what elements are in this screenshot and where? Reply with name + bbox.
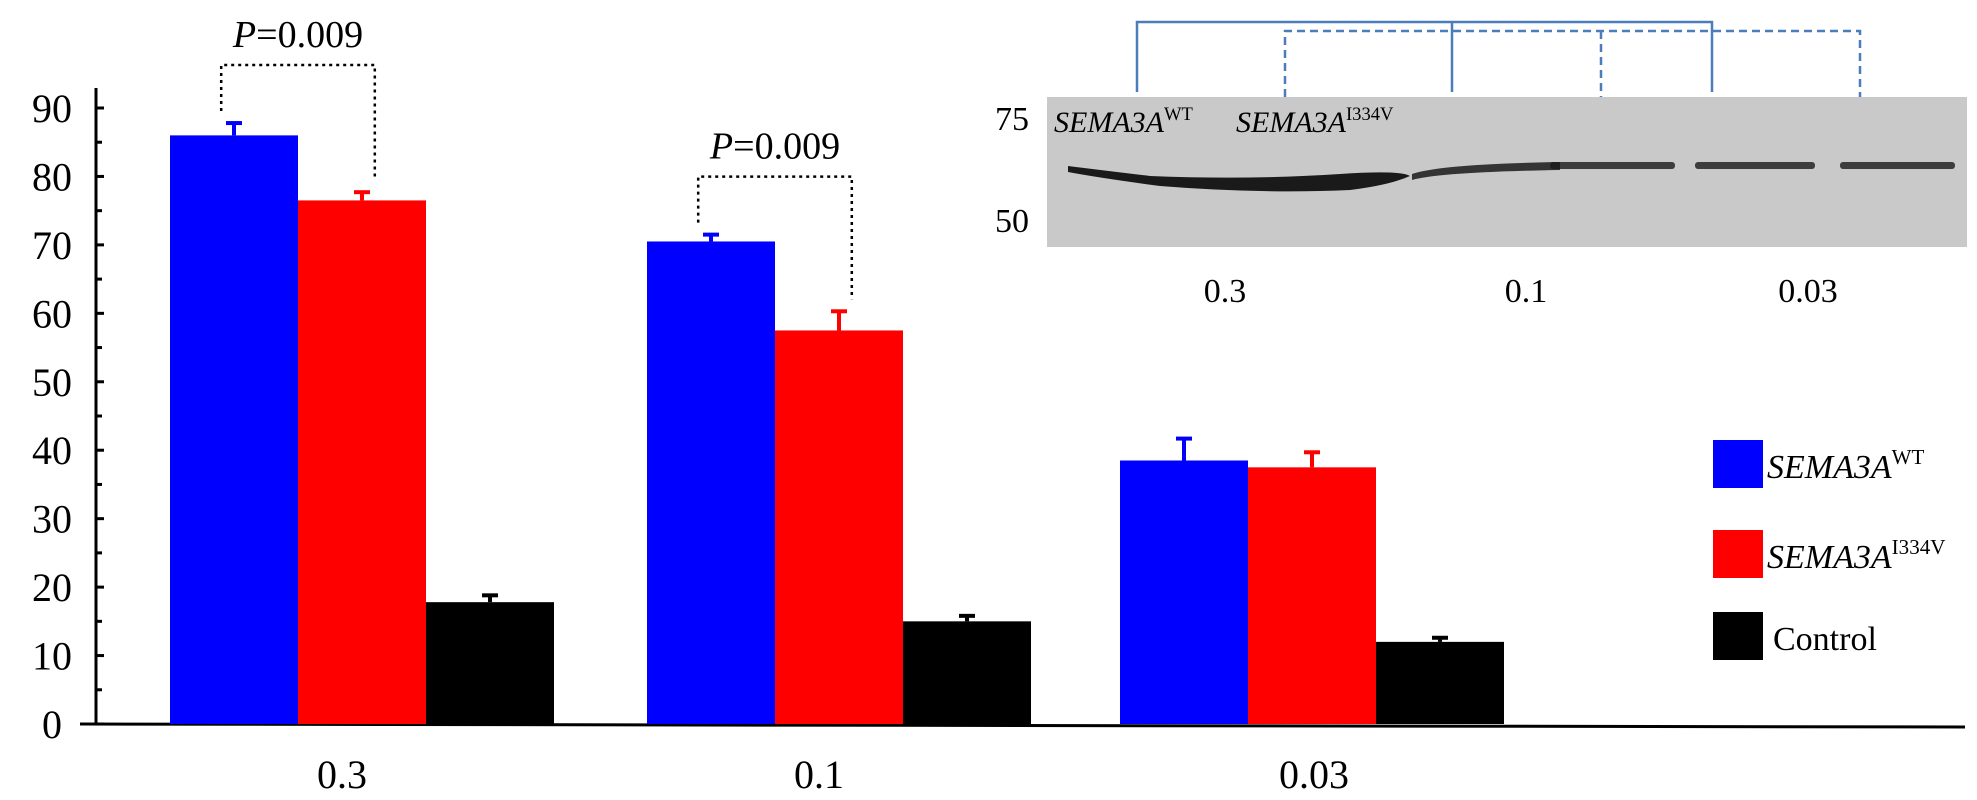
lane-gene-mut: SEMA3A <box>1236 106 1347 139</box>
y-tick-label: 0 <box>42 702 62 747</box>
p-symbol: P <box>232 14 256 56</box>
y-tick-label: 50 <box>32 360 72 405</box>
bar-wt-0.03 <box>1120 460 1248 724</box>
lane-variant-mut: I334V <box>1346 104 1394 125</box>
mw-marker-50: 50 <box>995 203 1029 240</box>
bar-control-0.03 <box>1376 641 1504 724</box>
legend-gene: SEMA3A <box>1767 449 1892 486</box>
x-category-label: 0.03 <box>1279 752 1349 797</box>
lane-label-mutant: SEMA3AI334V <box>1236 104 1394 139</box>
y-tick-label: 30 <box>32 497 72 542</box>
x-axis-line <box>79 722 1966 729</box>
y-tick-label: 40 <box>32 428 72 473</box>
bar-control-0.3 <box>426 602 554 724</box>
bar-wt-0.1 <box>647 241 775 724</box>
legend-swatch-control <box>1713 612 1763 660</box>
bar-mutant-0.3 <box>298 200 426 724</box>
bars <box>170 121 1504 724</box>
bar-wt-0.3 <box>170 135 298 724</box>
y-tick-label: 90 <box>32 86 72 131</box>
legend-entry-mutant: SEMA3AI334V <box>1767 535 1946 576</box>
legend-swatch-mutant <box>1713 530 1763 578</box>
p-symbol: P <box>709 126 733 168</box>
mw-marker-75: 75 <box>995 101 1029 138</box>
mutant-lane-bracket <box>1283 29 1862 97</box>
legend-swatch-wt <box>1713 440 1763 488</box>
axes: 0 10 20 30 40 50 60 70 80 90 0.3 0.1 0.03 <box>32 86 1966 797</box>
p-value: =0.009 <box>733 126 840 168</box>
blot-band <box>1695 162 1815 169</box>
y-tick-label: 70 <box>32 223 72 268</box>
y-tick-label: 80 <box>32 154 72 199</box>
blot-band-03 <box>1068 166 1410 192</box>
y-tick-label: 60 <box>32 291 72 336</box>
legend-label: Control <box>1773 621 1877 658</box>
blot-image <box>1047 97 1967 247</box>
p-value-label: P=0.009 <box>709 126 840 168</box>
y-tick-label: 10 <box>32 634 72 679</box>
legend-entry-control: Control <box>1773 621 1877 658</box>
lane-label-wt: SEMA3AWT <box>1054 104 1194 139</box>
significance-bracket <box>696 175 854 300</box>
legend-gene: SEMA3A <box>1767 539 1892 576</box>
significance-bracket <box>219 63 377 181</box>
bar-mutant-0.1 <box>775 330 903 724</box>
lane-variant-wt: WT <box>1164 104 1194 125</box>
x-category-label: 0.1 <box>794 752 844 797</box>
blot-band <box>1840 162 1955 169</box>
blot-concentration-label: 0.3 <box>1204 273 1247 310</box>
x-category-label: 0.3 <box>317 752 367 797</box>
legend-entry-wt: SEMA3AWT <box>1767 445 1925 486</box>
p-value-label: P=0.009 <box>232 14 363 56</box>
bar-control-0.1 <box>903 621 1031 724</box>
legend-variant: WT <box>1892 445 1925 469</box>
y-tick-label: 20 <box>32 565 72 610</box>
wt-lane-bracket <box>1135 20 1714 92</box>
p-value: =0.009 <box>256 14 363 56</box>
bar-mutant-0.03 <box>1248 467 1376 724</box>
blot-concentration-label: 0.1 <box>1505 273 1548 310</box>
blot-band-01a <box>1412 162 1560 180</box>
blot-concentration-label: 0.03 <box>1778 273 1838 310</box>
legend-variant: I334V <box>1892 535 1946 559</box>
blot-band <box>1550 162 1675 169</box>
lane-gene-wt: SEMA3A <box>1054 106 1165 139</box>
